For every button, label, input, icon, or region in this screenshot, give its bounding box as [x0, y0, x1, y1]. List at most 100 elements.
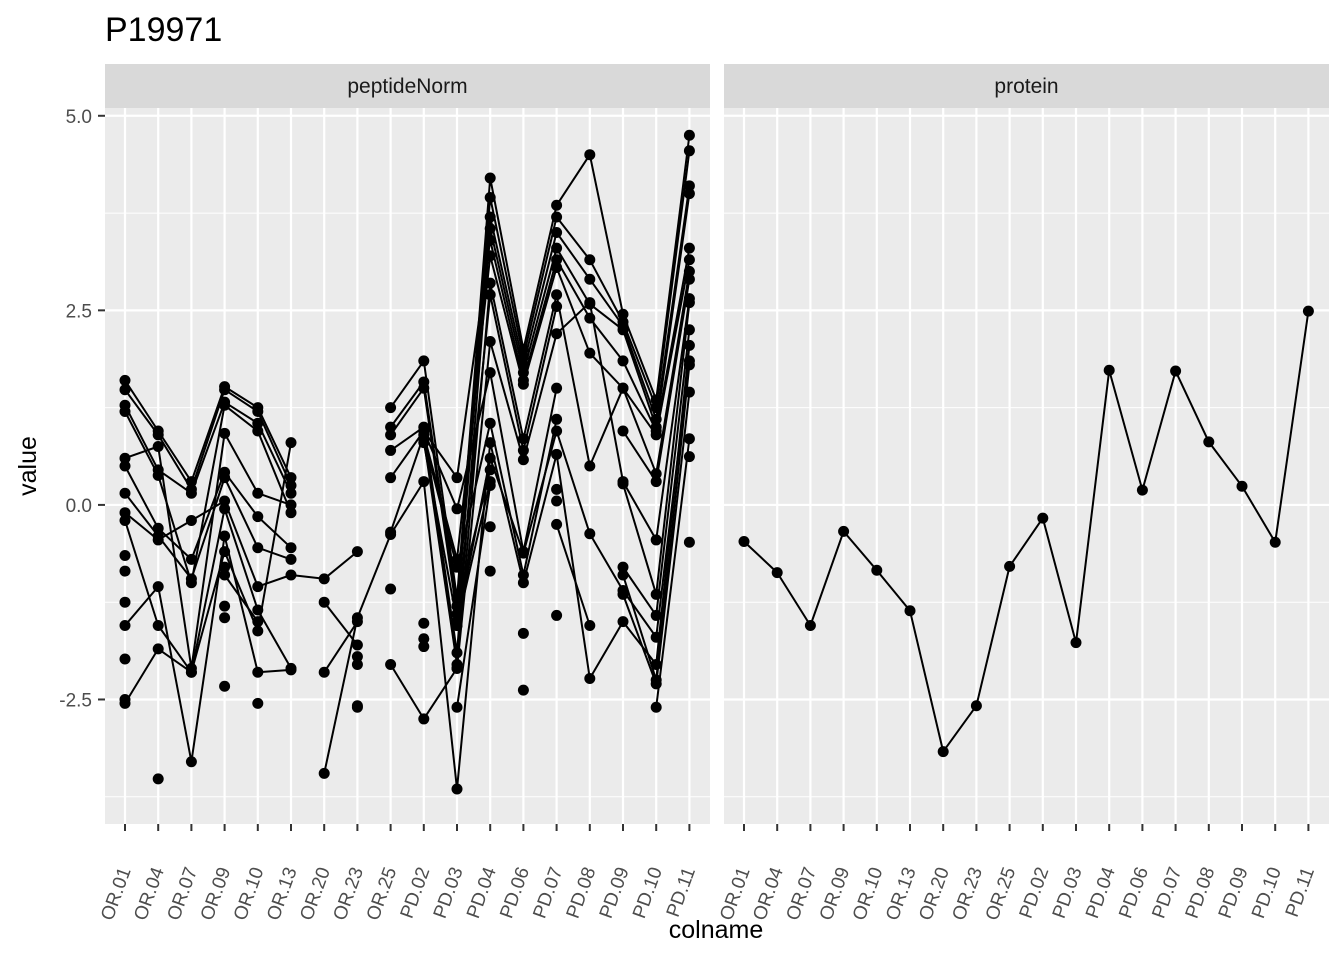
- data-point: [683, 451, 695, 463]
- data-point: [252, 581, 264, 593]
- data-point: [418, 641, 430, 653]
- data-point: [584, 460, 596, 472]
- data-point: [551, 211, 563, 223]
- data-point: [617, 616, 629, 628]
- data-point: [517, 343, 529, 355]
- data-point: [484, 211, 496, 223]
- data-point: [119, 384, 131, 396]
- data-point: [318, 666, 330, 678]
- data-point: [119, 550, 131, 561]
- data-point: [650, 468, 662, 480]
- data-point: [351, 639, 363, 651]
- data-point: [451, 553, 463, 565]
- data-point: [484, 250, 496, 262]
- data-point: [451, 608, 463, 620]
- series-line: [323, 621, 359, 673]
- data-point: [617, 382, 629, 394]
- data-point: [484, 234, 496, 246]
- data-point: [683, 297, 695, 309]
- data-point: [219, 561, 231, 573]
- data-point: [683, 536, 695, 548]
- data-point: [517, 569, 529, 581]
- y-tick-label: 5.0: [66, 107, 92, 128]
- data-point: [838, 525, 850, 537]
- series-line: [124, 442, 292, 704]
- data-point: [617, 561, 629, 573]
- data-point: [484, 367, 496, 379]
- data-point: [219, 600, 231, 612]
- data-point: [385, 583, 397, 595]
- data-point: [484, 452, 496, 464]
- data-point: [418, 425, 430, 437]
- data-point: [551, 448, 563, 460]
- series-line: [124, 507, 292, 674]
- data-point: [252, 616, 264, 628]
- data-point: [551, 242, 563, 254]
- series-line: [124, 465, 292, 561]
- data-point: [771, 567, 783, 579]
- series-line: [555, 524, 591, 626]
- data-point: [152, 429, 164, 441]
- data-point: [1136, 484, 1148, 496]
- y-axis-title: value: [14, 436, 42, 496]
- data-point: [1236, 480, 1248, 492]
- data-point: [1004, 560, 1016, 572]
- data-point: [119, 596, 131, 608]
- plot-background: [105, 108, 710, 824]
- data-point: [517, 433, 529, 445]
- data-point: [351, 701, 363, 713]
- series-line: [456, 485, 492, 708]
- data-point: [484, 417, 496, 429]
- data-point: [484, 565, 496, 577]
- series-line: [389, 298, 691, 720]
- data-point: [484, 464, 496, 476]
- data-point: [484, 192, 496, 203]
- x-axis-title: colname: [669, 916, 764, 944]
- data-point: [1037, 512, 1049, 524]
- data-point: [551, 254, 563, 266]
- data-point: [584, 528, 596, 540]
- data-point: [219, 384, 231, 396]
- data-point: [185, 666, 197, 678]
- data-point: [252, 406, 264, 418]
- data-point: [152, 773, 164, 785]
- data-point: [152, 581, 164, 593]
- data-point: [451, 472, 463, 484]
- data-point: [551, 609, 563, 621]
- y-tick-label: -2.5: [59, 690, 92, 711]
- series-line: [389, 135, 691, 600]
- data-point: [484, 277, 496, 289]
- data-point: [650, 402, 662, 414]
- data-point: [185, 573, 197, 585]
- series-line: [124, 432, 292, 670]
- series-line: [223, 574, 259, 623]
- series-line: [743, 310, 1310, 753]
- data-point: [551, 227, 563, 239]
- facet-strip-label: peptideNorm: [347, 75, 467, 98]
- data-point: [252, 604, 264, 616]
- data-point: [683, 180, 695, 192]
- data-point: [119, 507, 131, 519]
- data-point: [252, 487, 264, 499]
- y-axis: -2.5 0.0 2.5 5.0: [59, 107, 105, 711]
- data-point: [617, 588, 629, 600]
- facet-strip: [724, 64, 1329, 108]
- data-point: [285, 569, 297, 581]
- data-point: [418, 433, 430, 445]
- data-point: [152, 534, 164, 546]
- data-point: [617, 569, 629, 581]
- data-point: [451, 600, 463, 612]
- data-point: [517, 367, 529, 379]
- data-point: [451, 620, 463, 632]
- data-point: [683, 386, 695, 398]
- data-point: [1302, 305, 1314, 317]
- data-point: [418, 382, 430, 394]
- facet-panel-peptideNorm: peptideNormOR.01OR.04OR.07OR.09OR.10OR.1…: [97, 64, 710, 923]
- data-point: [970, 700, 982, 712]
- data-point: [650, 609, 662, 621]
- data-point: [517, 577, 529, 589]
- data-point: [252, 425, 264, 437]
- data-point: [285, 479, 297, 491]
- data-point: [185, 553, 197, 565]
- data-point: [219, 503, 231, 515]
